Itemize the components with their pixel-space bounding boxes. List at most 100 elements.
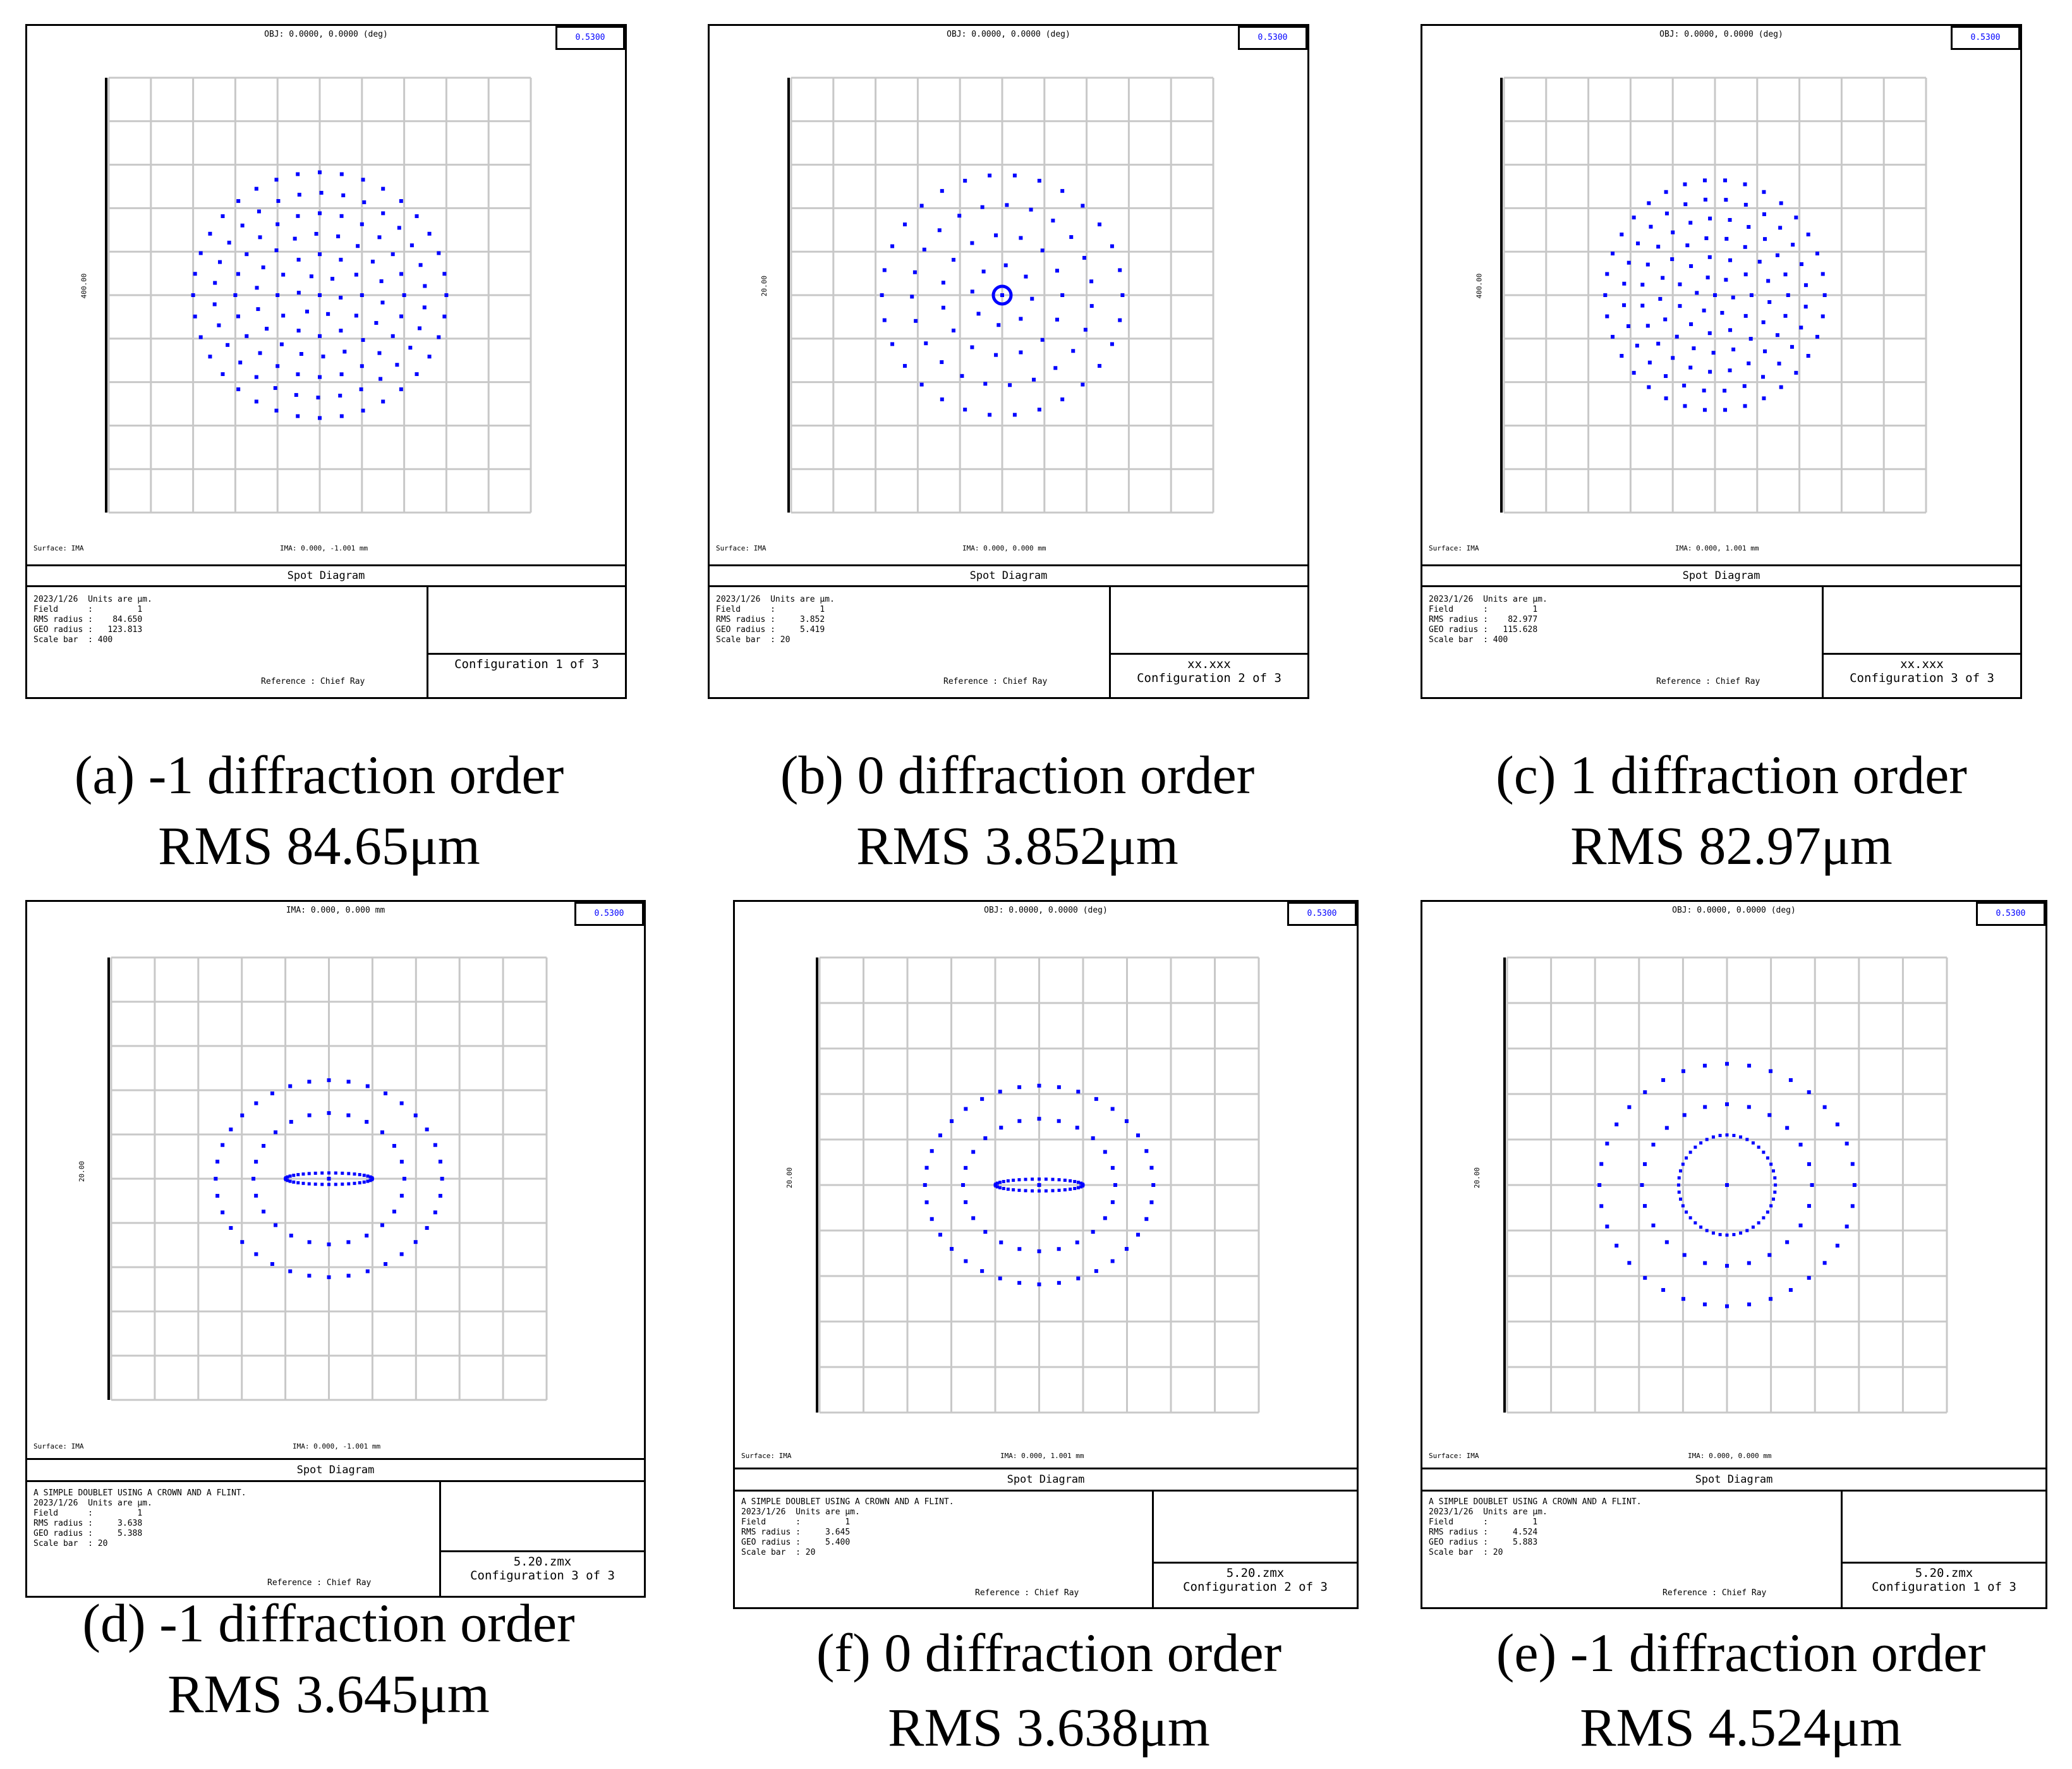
spot-point <box>341 1171 344 1175</box>
spot-point <box>1786 293 1790 297</box>
spot-point <box>347 1182 351 1186</box>
spot-point <box>1771 1197 1775 1201</box>
spot-point <box>339 214 344 218</box>
spot-point <box>1038 1189 1041 1193</box>
spot-point <box>327 1111 331 1116</box>
spot-point <box>318 211 322 216</box>
spot-point <box>397 226 401 230</box>
spot-point <box>1766 1210 1769 1214</box>
spot-point <box>217 260 222 264</box>
info-line: 2023/1/26 Units are µm. <box>1429 1507 1548 1517</box>
spot-point <box>1094 1269 1098 1274</box>
spot-point <box>1069 1179 1072 1182</box>
spot-point <box>997 323 1001 327</box>
spot-point <box>999 1126 1003 1130</box>
spot-point <box>1762 1216 1766 1220</box>
spot-point <box>1005 203 1009 207</box>
spot-point <box>1773 1176 1777 1180</box>
spot-point <box>208 231 212 236</box>
spot-point <box>313 1182 317 1186</box>
spot-point <box>1761 320 1766 324</box>
spot-point <box>1728 368 1732 373</box>
spot-point <box>1677 1190 1681 1194</box>
spot-point <box>1031 1177 1034 1181</box>
spot-point <box>1775 333 1779 337</box>
spot-point <box>1762 212 1766 216</box>
spot-point <box>1767 1253 1772 1257</box>
spot-point <box>1643 1090 1647 1095</box>
spot-point <box>1002 1187 1005 1191</box>
spot-point <box>366 1179 370 1183</box>
spot-point <box>1745 1229 1749 1232</box>
spot-point <box>1815 252 1819 256</box>
spot-point <box>1681 1069 1685 1073</box>
spot-point <box>193 314 197 319</box>
spot-point <box>1149 1200 1154 1205</box>
spot-point <box>1019 317 1023 321</box>
info-line: A SIMPLE DOUBLET USING A CROWN AND A FLI… <box>1429 1497 1642 1507</box>
wavelength-legend: 0.5300 <box>1951 26 2020 50</box>
spot-point <box>418 326 422 331</box>
spot-point <box>245 252 249 257</box>
spot-point <box>191 293 195 297</box>
spot-point <box>1649 224 1653 229</box>
spot-point <box>309 274 313 279</box>
spot-point <box>319 191 324 195</box>
spot-point <box>1057 1085 1061 1090</box>
spot-point <box>307 1182 311 1186</box>
spot-point <box>339 295 343 300</box>
spot-point <box>296 214 300 218</box>
spot-point <box>1664 1240 1669 1244</box>
spot-point <box>981 269 986 274</box>
spot-point <box>983 1136 988 1140</box>
spot-point <box>1082 255 1087 260</box>
spot-point <box>1807 1204 1811 1208</box>
spot-point <box>1136 1133 1140 1138</box>
spot-point <box>198 251 203 255</box>
spot-point <box>1055 269 1059 273</box>
reference-label: Reference : Chief Ray <box>261 677 365 686</box>
spot-point <box>1806 354 1810 358</box>
caption-rms: RMS 3.852μm <box>856 815 1178 876</box>
spot-point <box>1749 293 1754 297</box>
spot-point <box>1705 276 1710 280</box>
spot-points <box>191 170 449 420</box>
spot-point <box>1120 293 1125 297</box>
info-line: GEO radius : 5.388 <box>33 1529 143 1538</box>
spot-point <box>399 314 404 319</box>
spot-plot-b <box>787 76 1215 514</box>
info-block: A SIMPLE DOUBLET USING A CROWN AND A FLI… <box>33 1488 246 1549</box>
info-line: Scale bar : 20 <box>716 635 791 645</box>
spot-point <box>214 1177 218 1181</box>
spot-point <box>951 328 955 332</box>
info-block: 2023/1/26 Units are µm. Field : 1 RMS ra… <box>716 595 835 645</box>
y-axis-label: 20.00 <box>785 1167 794 1189</box>
spot-point <box>307 1274 312 1278</box>
spot-point <box>296 257 301 262</box>
spot-point <box>362 200 367 205</box>
caption-d: (d) -1 diffraction order RMS 3.645μm <box>13 1588 645 1729</box>
spot-point <box>1682 384 1687 388</box>
caption-rms: RMS 3.638μm <box>888 1697 1210 1758</box>
spot-point <box>970 241 974 245</box>
spot-point <box>279 342 284 346</box>
spot-point <box>1688 365 1693 370</box>
spot-point <box>296 1181 300 1184</box>
spot-point <box>1767 1113 1772 1117</box>
spot-point <box>314 231 318 236</box>
spot-point <box>1024 274 1028 279</box>
spot-point <box>438 1194 442 1198</box>
info-line: GEO radius : 123.813 <box>33 625 143 635</box>
spot-point <box>318 170 322 174</box>
info-line: Scale bar : 20 <box>741 1548 816 1557</box>
spot-point <box>1699 1141 1703 1145</box>
spot-point <box>442 314 447 319</box>
spot-point <box>402 293 406 297</box>
info-line: Field : 1 <box>741 1517 851 1527</box>
spot-point <box>930 1149 934 1153</box>
spot-point <box>341 1182 344 1186</box>
spot-point <box>1743 202 1748 207</box>
caption-label: (d) -1 diffraction order <box>82 1593 575 1653</box>
spot-point <box>1788 1078 1793 1082</box>
spot-point <box>1845 1141 1849 1146</box>
